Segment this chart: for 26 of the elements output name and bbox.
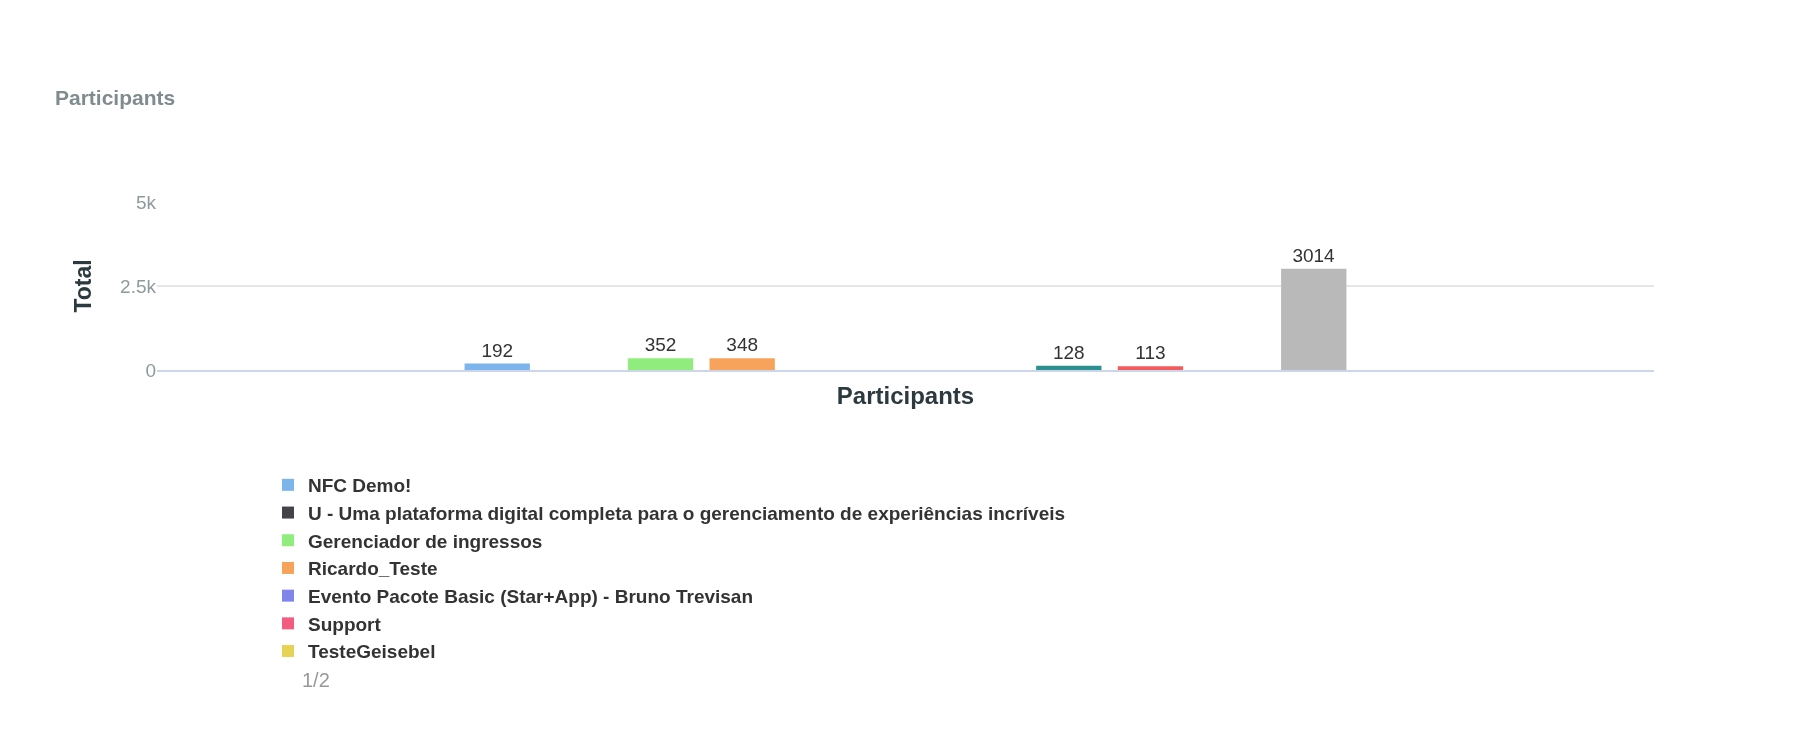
legend-label: TesteGeisebel [308,641,436,663]
bar [1036,365,1102,370]
bar [1117,366,1184,370]
bar [464,363,530,370]
legend-label: Evento Pacote Basic (Star+App) - Bruno Trevisan [308,586,754,608]
chart-title: Participants [55,86,176,110]
data-label: 3014 [1292,244,1336,266]
data-label: 348 [726,334,759,356]
data-label: 113 [1135,342,1166,364]
bar [1281,268,1347,370]
text: 1/2 [302,669,330,691]
y-tick-label: 5k [135,191,157,213]
data-label: 192 [481,339,514,361]
data-label: 352 [644,334,677,356]
legend-label: Gerenciador de ingressos [308,530,543,552]
bar [627,358,694,370]
x-axis-title: Participants [836,381,975,409]
y-tick-label: 2.5k [120,275,157,297]
y-tick-label: 0 [145,359,156,381]
y-axis-title: Total [69,259,96,313]
legend-label: NFC Demo! [308,475,412,497]
legend-label: Ricardo_Teste [308,558,438,580]
bar [709,358,775,370]
data-label: 128 [1052,341,1085,363]
legend-label: Support [308,613,382,635]
legend-label: U - Uma plataforma digital completa para o gerenciamento de experiências incríveis [308,502,1066,524]
